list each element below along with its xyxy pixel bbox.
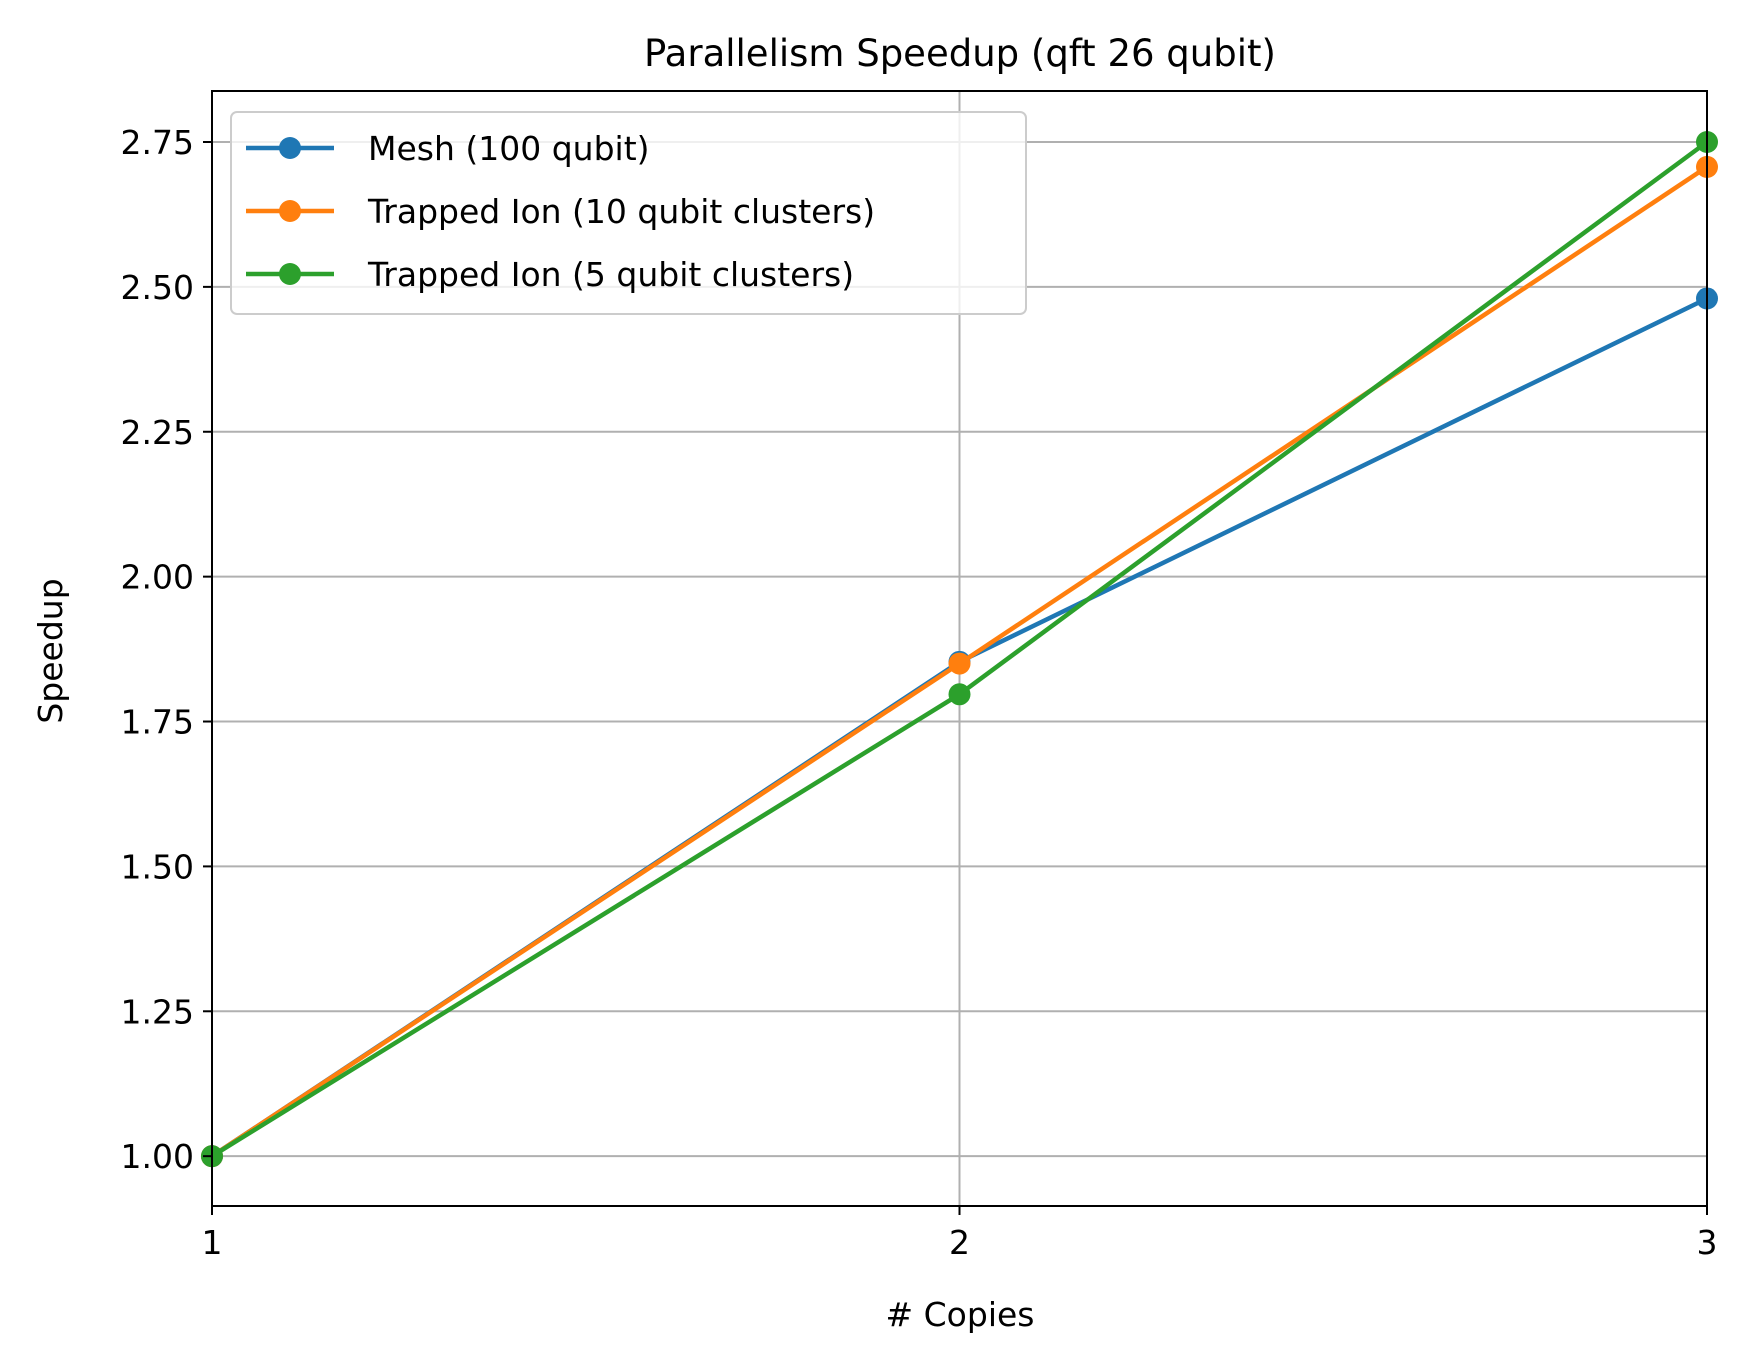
- y-tick-label: 1.50: [121, 847, 194, 886]
- chart-title: Parallelism Speedup (qft 26 qubit): [644, 32, 1276, 75]
- legend-label: Trapped Ion (5 qubit clusters): [367, 255, 854, 294]
- y-tick-label: 1.00: [121, 1137, 194, 1176]
- legend-marker: [279, 200, 301, 222]
- legend-items: Mesh (100 qubit) Trapped Ion (10 qubit cl…: [246, 129, 875, 294]
- data-point: [948, 683, 971, 706]
- legend-box: [230, 111, 1027, 315]
- y-tick-label: 2.00: [121, 558, 194, 597]
- data-point: [948, 652, 971, 675]
- legend-entry: Trapped Ion (10 qubit clusters): [246, 192, 875, 231]
- legend-label: Mesh (100 qubit): [368, 129, 650, 168]
- legend-entry: Trapped Ion (5 qubit clusters): [246, 255, 854, 294]
- y-tick-label: 1.75: [121, 703, 194, 742]
- y-tick-label: 1.25: [121, 992, 194, 1031]
- legend-label: Trapped Ion (10 qubit clusters): [367, 192, 875, 231]
- y-tick-label: 2.25: [121, 413, 194, 452]
- y-axis-label: Speedup: [31, 578, 70, 723]
- legend-marker: [279, 137, 301, 159]
- x-tick-label: 1: [202, 1223, 223, 1262]
- x-tick-label: 2: [949, 1223, 970, 1262]
- legend: Mesh (100 qubit) Trapped Ion (10 qubit cl…: [230, 111, 1027, 315]
- x-ticks: 1 2 3: [202, 1206, 1718, 1262]
- y-tick-label: 2.50: [121, 268, 194, 307]
- x-axis-label: # Copies: [886, 1295, 1035, 1334]
- legend-entry: Mesh (100 qubit): [246, 129, 650, 168]
- y-ticks: 1.00 1.25 1.50 1.75 2.00 2.25 2.50 2.75: [121, 123, 212, 1176]
- y-tick-label: 2.75: [121, 123, 194, 162]
- x-tick-label: 3: [1697, 1223, 1718, 1262]
- legend-marker: [279, 263, 301, 285]
